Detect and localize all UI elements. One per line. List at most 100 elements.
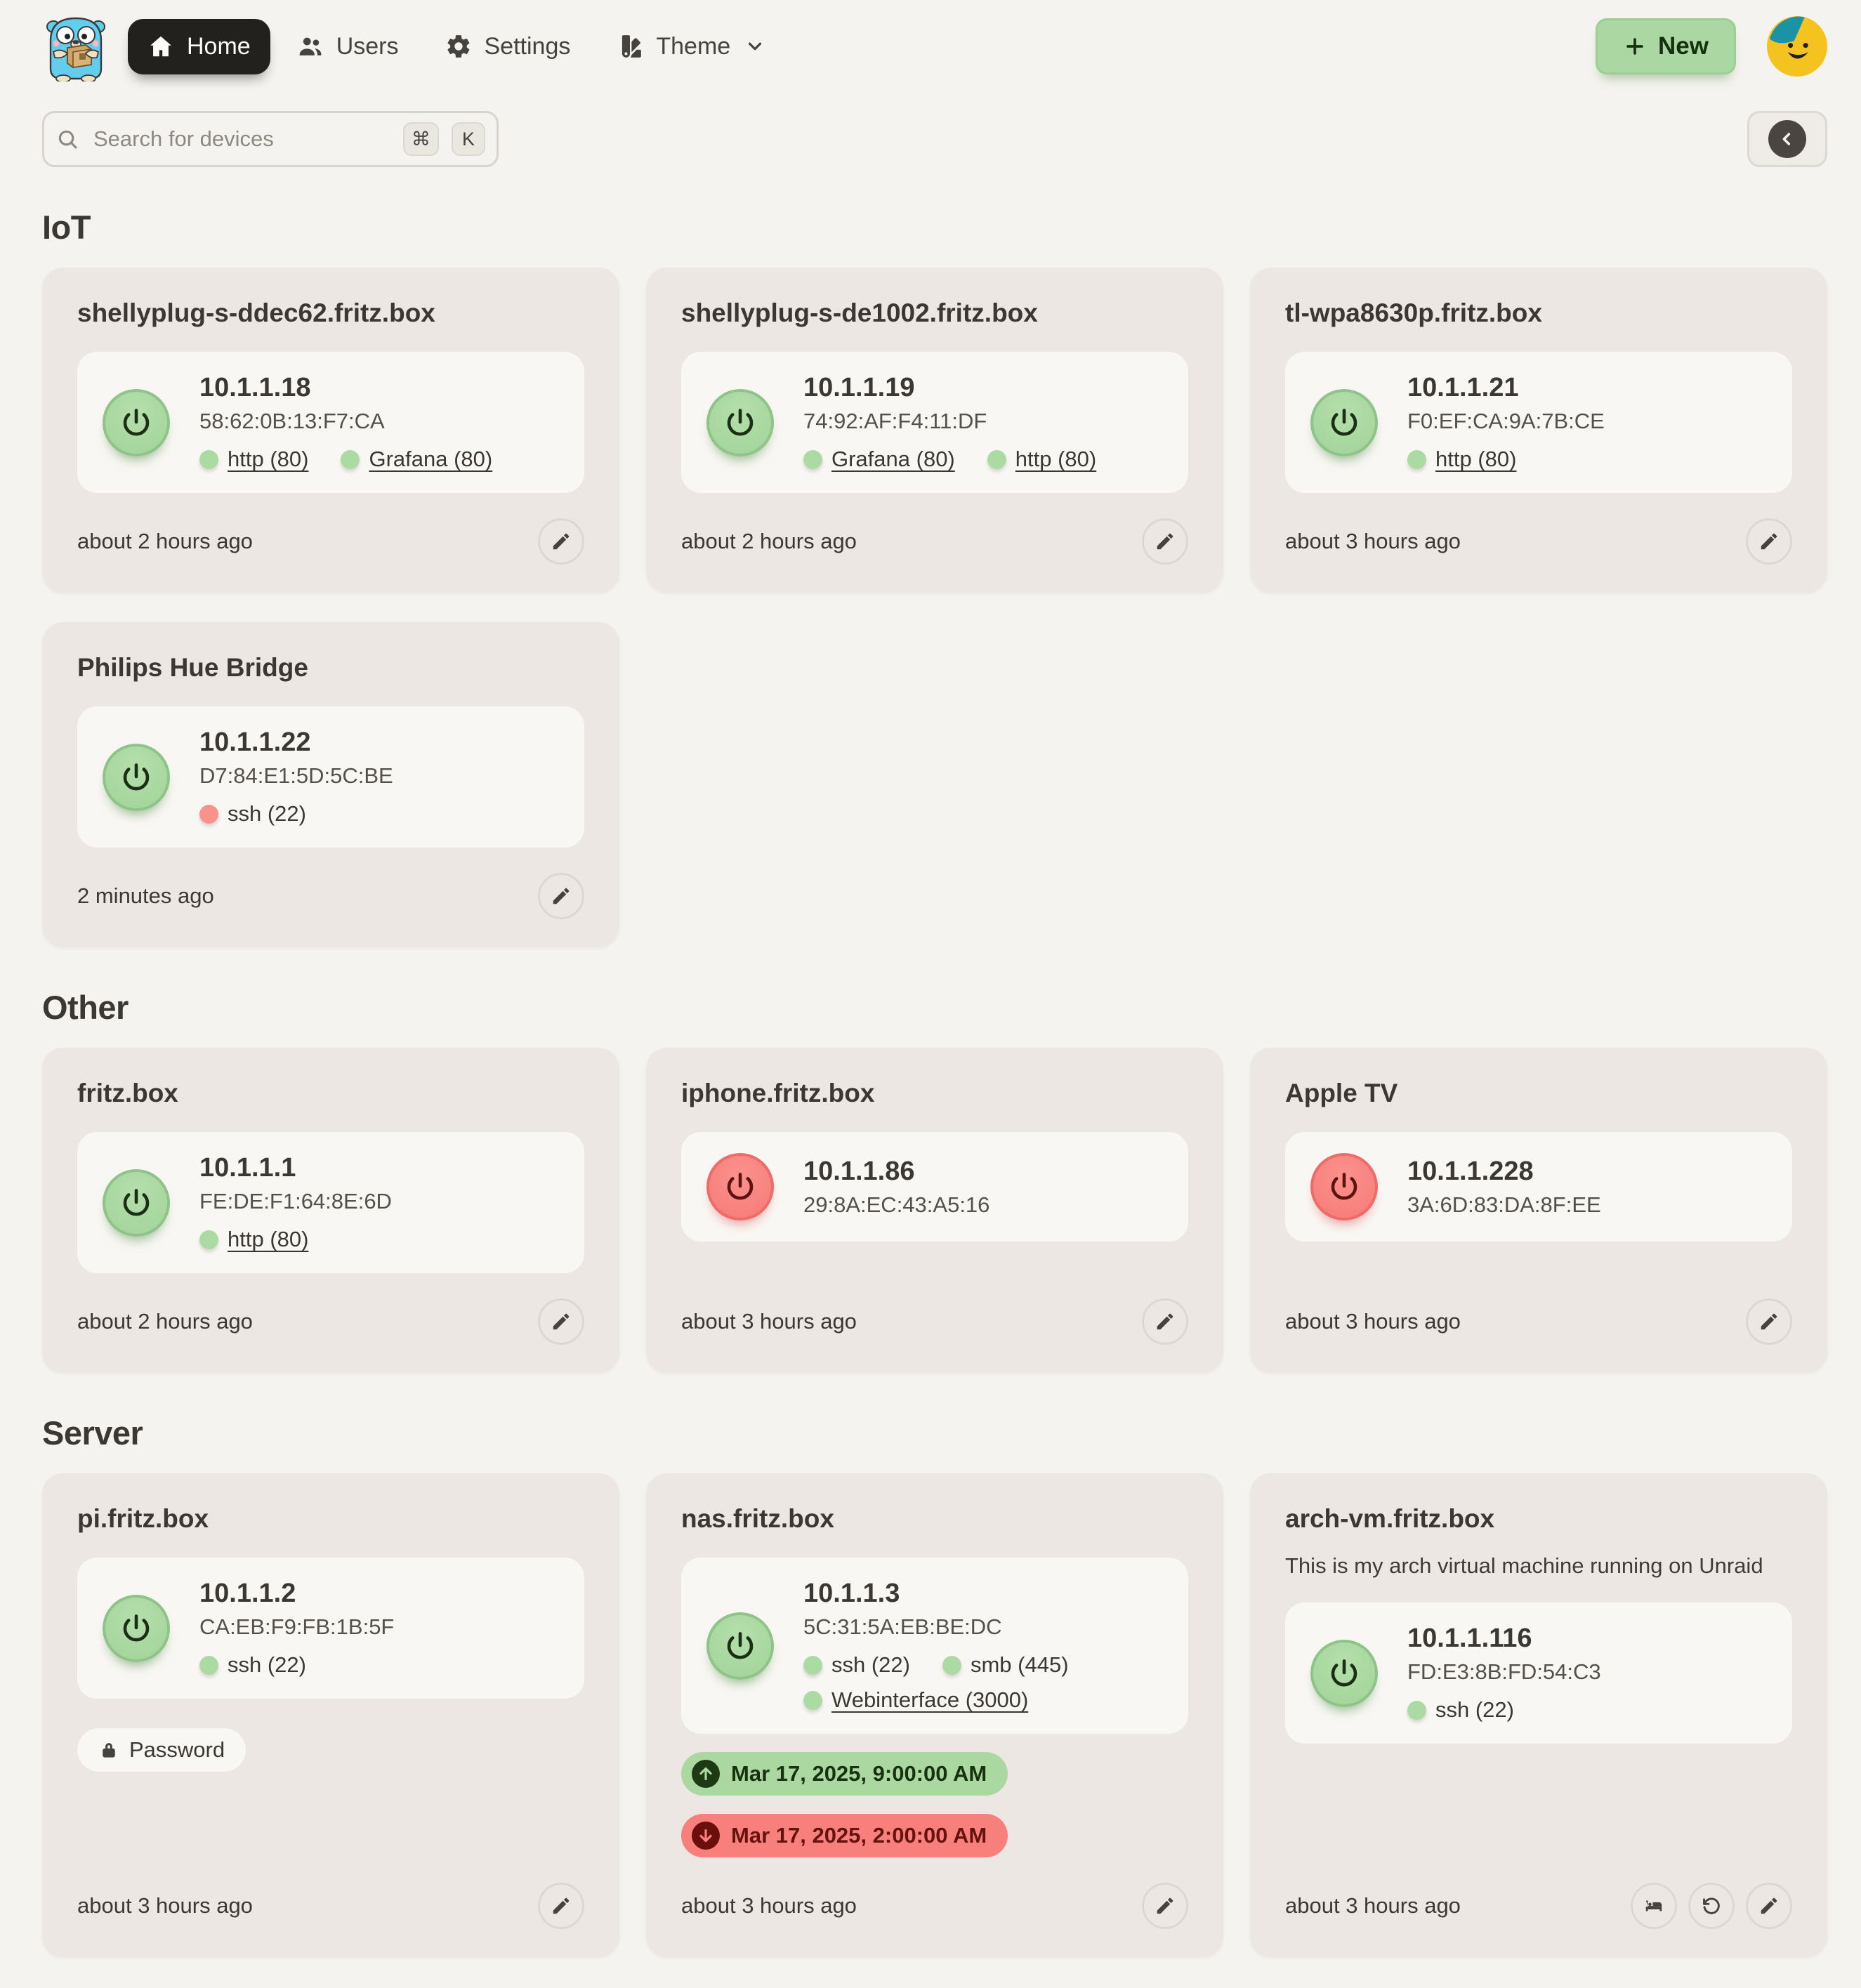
pencil-icon <box>1155 1311 1176 1332</box>
power-toggle-button[interactable] <box>103 1169 170 1237</box>
collapse-button[interactable] <box>1747 111 1827 167</box>
nav-tab-theme[interactable]: Theme <box>597 19 785 74</box>
edit-button[interactable] <box>538 1883 584 1929</box>
edit-button[interactable] <box>538 1298 584 1345</box>
port-link[interactable]: http (80) <box>1407 447 1516 472</box>
power-toggle-button[interactable] <box>103 1594 170 1662</box>
port-status-dot <box>942 1655 961 1675</box>
card-actions <box>1142 518 1188 565</box>
last-seen: about 2 hours ago <box>681 529 857 553</box>
edit-button[interactable] <box>1746 1298 1792 1345</box>
search-icon <box>55 127 79 151</box>
power-toggle-button[interactable] <box>103 388 170 456</box>
port-status-dot <box>199 804 218 824</box>
last-seen: about 3 hours ago <box>681 1893 857 1918</box>
edit-button[interactable] <box>1142 1883 1188 1929</box>
pencil-icon <box>551 886 572 907</box>
sleep-button[interactable] <box>1631 1883 1677 1929</box>
power-toggle-button[interactable] <box>1310 388 1378 456</box>
device-title: shellyplug-s-ddec62.fritz.box <box>77 298 435 327</box>
arrow-down-icon <box>692 1822 720 1850</box>
power-icon <box>1327 1170 1361 1204</box>
pencil-icon <box>551 1311 572 1332</box>
edit-button[interactable] <box>1142 1298 1188 1345</box>
device-info: 10.1.1.3 5C:31:5A:EB:BE:DC ssh (22) smb (44… <box>803 1579 1163 1713</box>
port-link[interactable]: Grafana (80) <box>341 447 492 472</box>
power-toggle-button[interactable] <box>706 388 774 456</box>
device-info-panel: 10.1.1.22 D7:84:E1:5D:5C:BE ssh (22) <box>77 706 584 848</box>
pencil-icon <box>1155 1895 1176 1916</box>
card-actions <box>1631 1883 1792 1929</box>
restart-button[interactable] <box>1688 1883 1735 1929</box>
device-card: Philips Hue Bridge 10.1.1.22 D7:84:E1:5D:5… <box>42 622 619 947</box>
nav-label: Settings <box>484 32 571 60</box>
nav-tab-users[interactable]: Users <box>277 19 419 74</box>
device-title: Apple TV <box>1285 1079 1398 1107</box>
gear-icon <box>445 33 472 60</box>
edit-button[interactable] <box>1746 1883 1792 1929</box>
port-link[interactable]: http (80) <box>199 447 308 472</box>
device-info: 10.1.1.19 74:92:AF:F4:11:DF Grafana (80) ht… <box>803 373 1096 472</box>
device-info-panel: 10.1.1.18 58:62:0B:13:F7:CA http (80) Grafa… <box>77 352 584 493</box>
nav-tab-settings[interactable]: Settings <box>426 19 591 74</box>
device-title: tl-wpa8630p.fritz.box <box>1285 298 1542 327</box>
device-description: This is my arch virtual machine running … <box>1285 1553 1763 1578</box>
section-title: Server <box>42 1414 143 1451</box>
power-toggle-button[interactable] <box>706 1612 774 1680</box>
users-icon <box>297 33 324 60</box>
port-list: http (80) Grafana (80) <box>199 447 492 472</box>
device-title: fritz.box <box>77 1079 178 1107</box>
port-list: ssh (22) <box>1407 1697 1601 1723</box>
card-footer: about 3 hours ago <box>681 1273 1188 1345</box>
device-card: pi.fritz.box 10.1.1.2 CA:EB:F9:FB:1B:5F ssh… <box>42 1473 619 1957</box>
port-link[interactable]: Grafana (80) <box>803 447 955 472</box>
device-info: 10.1.1.228 3A:6D:83:DA:8F:EE <box>1407 1157 1601 1218</box>
device-ip: 10.1.1.21 <box>1407 373 1519 402</box>
port-name: ssh (22) <box>1435 1697 1514 1722</box>
main-menu: Home Users Settings <box>128 18 785 74</box>
port-link[interactable]: Webinterface (3000) <box>803 1687 1028 1713</box>
plus-icon <box>1623 34 1647 58</box>
port-name: smb (445) <box>970 1652 1069 1677</box>
search-input[interactable] <box>92 126 390 152</box>
power-icon <box>1327 1657 1361 1690</box>
edit-button[interactable] <box>538 518 584 565</box>
port-label: ssh (22) <box>1407 1697 1514 1723</box>
edit-button[interactable] <box>1746 518 1792 565</box>
nav-tab-home[interactable]: Home <box>128 18 270 74</box>
port-name: http (80) <box>1435 447 1517 471</box>
power-toggle-button[interactable] <box>103 743 170 811</box>
power-toggle-button[interactable] <box>706 1153 774 1220</box>
device-info-panel: 10.1.1.3 5C:31:5A:EB:BE:DC ssh (22) smb (44… <box>681 1558 1188 1734</box>
device-info: 10.1.1.86 29:8A:EC:43:A5:16 <box>803 1157 989 1218</box>
last-seen: about 3 hours ago <box>1285 1309 1461 1334</box>
card-footer: about 3 hours ago <box>1285 493 1792 565</box>
schedule-badges: Mar 17, 2025, 9:00:00 AM Mar 17, 2025, 2:… <box>681 1734 1188 1857</box>
port-status-dot <box>987 449 1006 469</box>
edit-button[interactable] <box>1142 518 1188 565</box>
device-info-panel: 10.1.1.2 CA:EB:F9:FB:1B:5F ssh (22) <box>77 1558 584 1699</box>
user-avatar[interactable] <box>1767 16 1827 77</box>
device-mac: 5C:31:5A:EB:BE:DC <box>803 1614 1002 1639</box>
card-footer: about 3 hours ago <box>77 1857 584 1929</box>
section-server: Server pi.fritz.box 10.1.1.2 CA:EB:F9:FB:1B… <box>42 1414 1827 1957</box>
port-link[interactable]: http (80) <box>199 1227 308 1252</box>
port-status-dot <box>803 1655 822 1675</box>
device-info-panel: 10.1.1.86 29:8A:EC:43:A5:16 <box>681 1132 1188 1242</box>
power-icon <box>723 406 757 440</box>
device-ip: 10.1.1.18 <box>199 373 311 402</box>
port-status-dot <box>803 449 822 469</box>
nav-right: New <box>1596 16 1827 77</box>
power-toggle-button[interactable] <box>1310 1639 1378 1707</box>
restart-icon <box>1701 1895 1722 1916</box>
new-device-button[interactable]: New <box>1596 18 1736 74</box>
chevron-left-icon <box>1768 120 1806 158</box>
port-link[interactable]: http (80) <box>987 447 1096 472</box>
last-seen: about 2 hours ago <box>77 529 253 553</box>
new-button-label: New <box>1658 32 1709 60</box>
password-badge: Password <box>77 1728 246 1772</box>
edit-button[interactable] <box>538 873 584 919</box>
power-toggle-button[interactable] <box>1310 1153 1378 1220</box>
last-seen: about 3 hours ago <box>77 1893 253 1918</box>
port-status-dot <box>199 1230 218 1249</box>
